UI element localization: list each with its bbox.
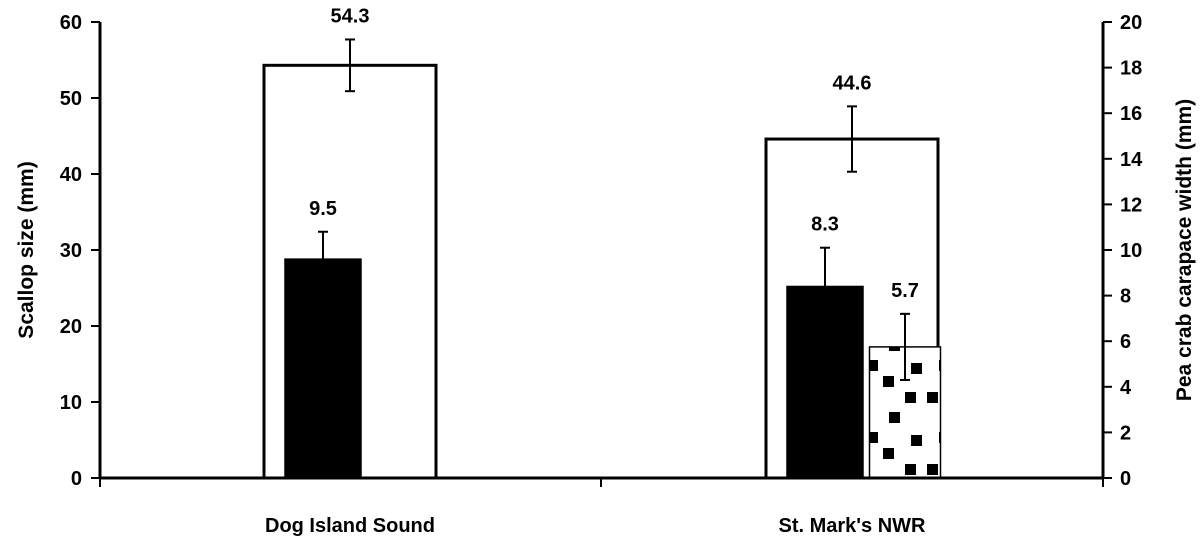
y-axis-label-left: Scallop size (mm) [15, 161, 38, 338]
data-label: 5.7 [891, 280, 919, 302]
y-tick-label-left: 0 [71, 468, 82, 490]
data-label: 44.6 [833, 72, 872, 94]
y-tick-label-right: 8 [1120, 286, 1131, 308]
y-tick-label-right: 12 [1120, 194, 1142, 216]
y-tick-label-left: 10 [60, 392, 82, 414]
y-tick-label-left: 30 [60, 240, 82, 262]
y-tick-label-right: 14 [1120, 149, 1143, 171]
y-tick-label-right: 18 [1120, 58, 1142, 80]
y-tick-label-right: 6 [1120, 331, 1131, 353]
data-label: 8.3 [811, 214, 839, 236]
data-label: 54.3 [331, 5, 370, 27]
y-tick-label-right: 10 [1120, 240, 1142, 262]
data-label: 9.5 [309, 198, 337, 220]
y-tick-label-left: 20 [60, 316, 82, 338]
bar [284, 258, 362, 479]
y-tick-label-left: 40 [60, 164, 82, 186]
y-tick-label-left: 60 [60, 12, 82, 34]
bar-marks: 54.3 44.6 9.5 8.3 5.7 [262, 5, 942, 480]
y-axis-label-right: Pea crab carapace width (mm) [1173, 99, 1196, 401]
y-tick-label-left: 50 [60, 88, 82, 110]
axes: 0 10 20 30 40 50 60 0 2 4 6 8 10 12 14 16 18 20 [60, 12, 1143, 490]
y-tick-label-right: 2 [1120, 422, 1131, 444]
y-tick-label-right: 16 [1120, 103, 1142, 125]
x-category-label: Dog Island Sound [265, 515, 435, 537]
x-category-label: St. Mark's NWR [778, 515, 926, 537]
y-tick-label-right: 20 [1120, 12, 1142, 34]
y-tick-label-right: 0 [1120, 468, 1131, 490]
y-tick-label-right: 4 [1120, 377, 1132, 399]
